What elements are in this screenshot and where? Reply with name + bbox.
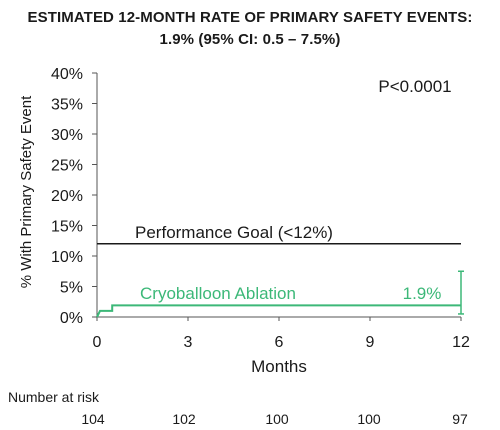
chart-subtitle: 1.9% (95% CI: 0.5 – 7.5%) — [159, 31, 341, 48]
x-tick-label: 0 — [93, 334, 102, 351]
y-tick-label: 15% — [51, 219, 83, 236]
x-tick-label: 3 — [184, 334, 193, 351]
axes: 0% 5% 10% 15% 20% 25% 30% 35% 40% 0 3 6 9 12 — [51, 66, 470, 351]
number-at-risk-value: 97 — [452, 411, 468, 427]
p-value-annotation: P<0.0001 — [378, 77, 451, 96]
y-tick-label: 10% — [51, 249, 83, 266]
series-label-cryoballoon: Cryoballoon Ablation — [140, 284, 296, 303]
y-tick-label: 0% — [60, 310, 83, 327]
y-tick-label: 35% — [51, 97, 83, 114]
y-tick-label: 40% — [51, 66, 83, 83]
x-tick-label: 12 — [452, 334, 470, 351]
chart-title: ESTIMATED 12-MONTH RATE OF PRIMARY SAFET… — [27, 9, 473, 26]
number-at-risk-label: Number at risk — [8, 389, 100, 405]
number-at-risk-value: 102 — [172, 411, 196, 427]
performance-goal-label: Performance Goal (<12%) — [135, 223, 333, 242]
number-at-risk-value: 104 — [81, 411, 105, 427]
km-curve-cryoballoon — [96, 304, 461, 318]
end-value-label: 1.9% — [403, 284, 442, 303]
chart-marks: Performance Goal (<12%) Cryoballoon Ablat… — [96, 223, 464, 318]
number-at-risk-value: 100 — [265, 411, 289, 427]
y-tick-label: 25% — [51, 158, 83, 175]
km-chart: 0% 5% 10% 15% 20% 25% 30% 35% 40% 0 3 6 9 12 Performa… — [18, 66, 470, 376]
y-axis-label: % With Primary Safety Event — [18, 95, 35, 288]
y-tick-label: 20% — [51, 188, 83, 205]
x-tick-label: 6 — [275, 334, 284, 351]
number-at-risk-value: 100 — [357, 411, 381, 427]
x-tick-label: 9 — [366, 334, 375, 351]
y-tick-label: 30% — [51, 127, 83, 144]
y-tick-label: 5% — [60, 280, 83, 297]
x-axis-label: Months — [251, 357, 307, 376]
